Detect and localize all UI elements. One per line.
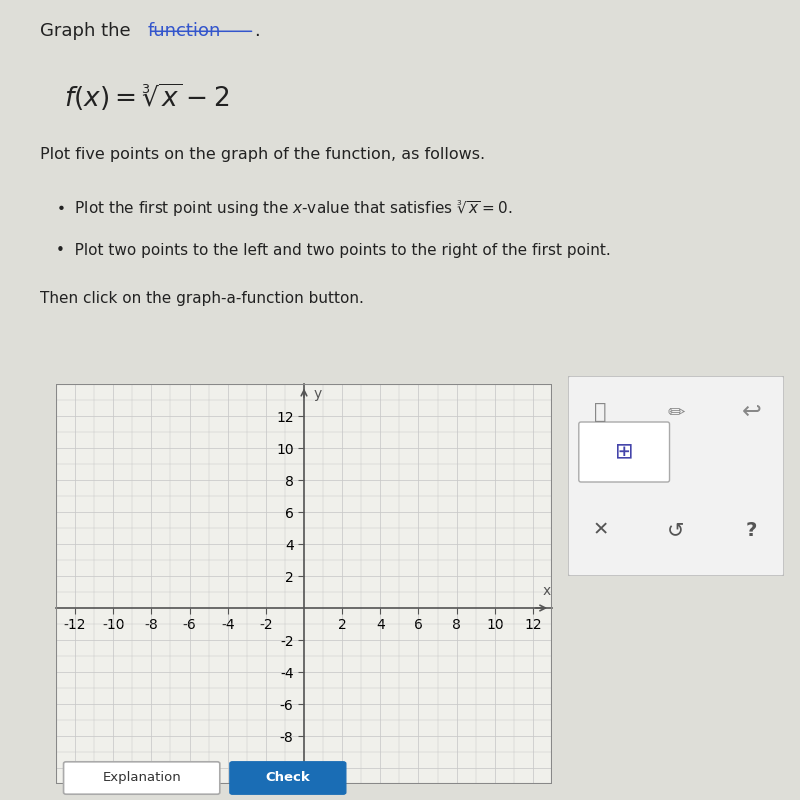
Text: ↺: ↺ (667, 520, 685, 540)
Text: function: function (148, 22, 222, 40)
Text: ⊞: ⊞ (615, 442, 634, 462)
Text: Plot five points on the graph of the function, as follows.: Plot five points on the graph of the fun… (40, 147, 485, 162)
Text: .: . (254, 22, 260, 40)
FancyBboxPatch shape (568, 376, 784, 576)
Text: ✕: ✕ (592, 521, 609, 539)
FancyBboxPatch shape (578, 422, 670, 482)
Text: Explanation: Explanation (102, 770, 181, 784)
Text: Then click on the graph-a-function button.: Then click on the graph-a-function butto… (40, 290, 364, 306)
Text: ?: ? (746, 521, 758, 539)
Text: •  Plot the first point using the $x$-value that satisfies $\sqrt[3]{x} = 0.$: • Plot the first point using the $x$-val… (56, 198, 513, 219)
Text: ✏: ✏ (667, 402, 685, 422)
FancyBboxPatch shape (63, 762, 220, 794)
Text: •  Plot two points to the left and two points to the right of the first point.: • Plot two points to the left and two po… (56, 243, 610, 258)
Text: Check: Check (266, 770, 310, 784)
Text: ↩: ↩ (742, 400, 762, 424)
FancyBboxPatch shape (230, 762, 346, 794)
Text: y: y (314, 387, 322, 402)
Text: x: x (542, 584, 550, 598)
Text: ⬜: ⬜ (594, 402, 606, 422)
Text: $f(x) = \sqrt[3]{x} - 2$: $f(x) = \sqrt[3]{x} - 2$ (64, 81, 229, 113)
Text: Graph the: Graph the (40, 22, 136, 40)
